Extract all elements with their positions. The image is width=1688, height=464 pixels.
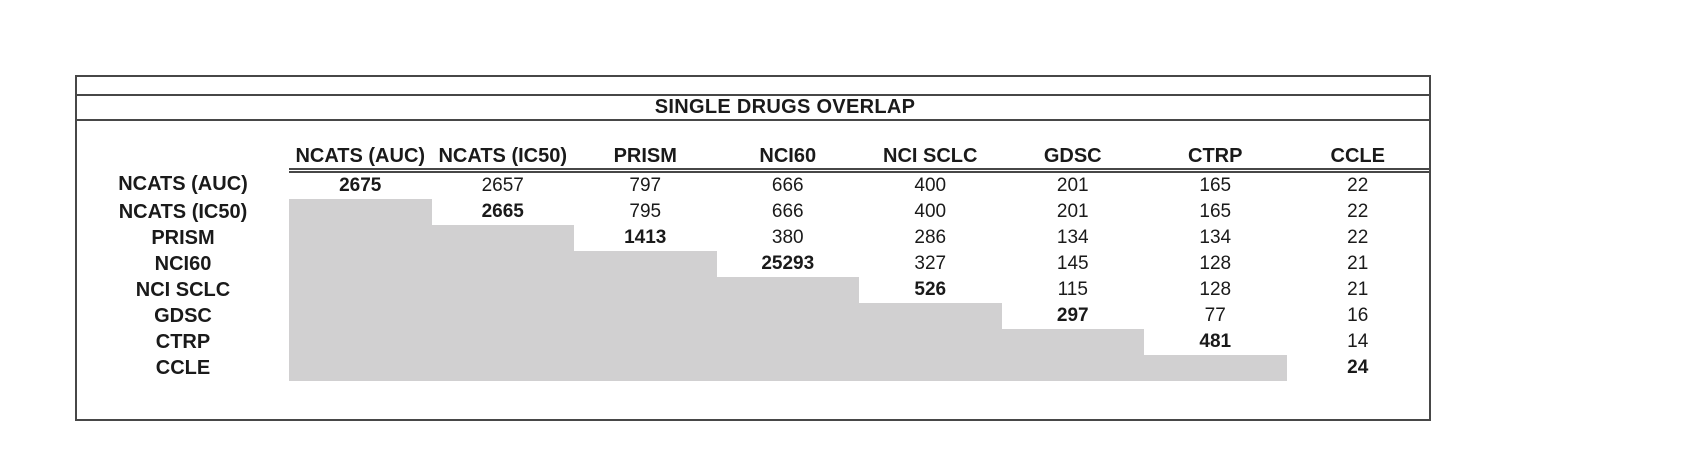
row-label: NCI60 bbox=[154, 252, 212, 275]
overlap-matrix-table: NCATS (AUC) NCATS (IC50) PRISM NCI60 NCI SCL… bbox=[77, 121, 1429, 381]
shaded-cell bbox=[289, 277, 432, 303]
value-cell: 327 bbox=[914, 253, 947, 274]
value-cell: 201 bbox=[1056, 175, 1089, 196]
diagonal-cell: 1413 bbox=[624, 227, 667, 248]
value-cell: 21 bbox=[1347, 279, 1369, 300]
shaded-cell bbox=[716, 355, 859, 381]
diagonal-cell: 25293 bbox=[761, 253, 815, 274]
column-header: NCATS (IC50) bbox=[431, 121, 574, 173]
shaded-cell bbox=[289, 329, 432, 355]
shaded-cell bbox=[1144, 355, 1287, 381]
table-title: SINGLE DRUGS OVERLAP bbox=[654, 96, 916, 118]
value-cell: 666 bbox=[771, 201, 804, 222]
shaded-cell bbox=[289, 303, 432, 329]
value-cell: 14 bbox=[1347, 331, 1369, 352]
shaded-cell bbox=[431, 251, 574, 277]
shaded-cell bbox=[574, 355, 717, 381]
row-label: PRISM bbox=[151, 226, 215, 249]
overlap-table-frame: SINGLE DRUGS OVERLAP NCATS (AUC) NCATS (I… bbox=[75, 75, 1431, 421]
shaded-cell bbox=[574, 329, 717, 355]
value-cell: 77 bbox=[1204, 305, 1226, 326]
value-cell: 128 bbox=[1199, 279, 1232, 300]
value-cell: 21 bbox=[1347, 253, 1369, 274]
column-header: NCATS (AUC) bbox=[289, 121, 432, 173]
shaded-cell bbox=[289, 225, 432, 251]
shaded-cell bbox=[289, 199, 432, 225]
shaded-cell bbox=[431, 303, 574, 329]
value-cell: 134 bbox=[1199, 227, 1232, 248]
table-row: NCATS (AUC) 2675 2657 797 666 400 201 165 22 bbox=[77, 171, 1429, 200]
corner-cell bbox=[77, 121, 289, 171]
shaded-cell bbox=[716, 277, 859, 303]
row-label: CTRP bbox=[155, 330, 211, 353]
value-cell: 115 bbox=[1057, 279, 1088, 300]
diagonal-cell: 526 bbox=[914, 279, 947, 300]
header-row: NCATS (AUC) NCATS (IC50) PRISM NCI60 NCI SCL… bbox=[77, 121, 1429, 173]
column-header: NCI SCLC bbox=[859, 121, 1002, 173]
shaded-cell bbox=[859, 355, 1002, 381]
value-cell: 400 bbox=[914, 175, 947, 196]
shaded-cell bbox=[431, 355, 574, 381]
column-header: PRISM bbox=[574, 121, 717, 173]
value-cell: 22 bbox=[1347, 175, 1369, 196]
value-cell: 2657 bbox=[481, 175, 524, 196]
value-cell: 666 bbox=[771, 175, 804, 196]
shaded-cell bbox=[431, 277, 574, 303]
shaded-cell bbox=[574, 303, 717, 329]
row-label: GDSC bbox=[154, 304, 212, 327]
diagonal-cell: 481 bbox=[1199, 331, 1232, 352]
value-cell: 128 bbox=[1199, 253, 1232, 274]
column-header: CTRP bbox=[1144, 121, 1287, 173]
diagonal-cell: 24 bbox=[1347, 357, 1369, 378]
table-row: CCLE 24 bbox=[77, 355, 1429, 381]
row-label: NCATS (IC50) bbox=[118, 200, 248, 223]
value-cell: 795 bbox=[629, 201, 662, 222]
value-cell: 165 bbox=[1199, 201, 1232, 222]
value-cell: 286 bbox=[914, 227, 947, 248]
value-cell: 201 bbox=[1056, 201, 1089, 222]
value-cell: 134 bbox=[1056, 227, 1089, 248]
value-cell: 797 bbox=[629, 175, 662, 196]
table-row: PRISM 1413 380 286 134 134 22 bbox=[77, 225, 1429, 251]
diagonal-cell: 297 bbox=[1056, 305, 1089, 326]
shaded-cell bbox=[574, 277, 717, 303]
column-header: CCLE bbox=[1286, 121, 1429, 173]
table-row: NCI60 25293 327 145 128 21 bbox=[77, 251, 1429, 277]
table-row: NCI SCLC 526 115 128 21 bbox=[77, 277, 1429, 303]
table-row: NCATS (IC50) 2665 795 666 400 201 165 22 bbox=[77, 199, 1429, 225]
value-cell: 22 bbox=[1347, 201, 1369, 222]
table-title-row: SINGLE DRUGS OVERLAP bbox=[77, 96, 1429, 121]
shaded-cell bbox=[716, 329, 859, 355]
value-cell: 16 bbox=[1347, 305, 1369, 326]
table-row: CTRP 481 14 bbox=[77, 329, 1429, 355]
shaded-cell bbox=[289, 251, 432, 277]
shaded-cell bbox=[859, 329, 1002, 355]
shaded-cell bbox=[1001, 355, 1144, 381]
value-cell: 22 bbox=[1347, 227, 1369, 248]
value-cell: 400 bbox=[914, 201, 947, 222]
shaded-cell bbox=[574, 251, 717, 277]
shaded-cell bbox=[289, 355, 432, 381]
value-cell: 145 bbox=[1056, 253, 1089, 274]
shaded-cell bbox=[431, 225, 574, 251]
shaded-cell bbox=[859, 303, 1002, 329]
diagonal-cell: 2665 bbox=[481, 201, 524, 222]
shaded-cell bbox=[431, 329, 574, 355]
row-label: NCATS (AUC) bbox=[118, 173, 248, 196]
top-empty-row bbox=[77, 77, 1429, 96]
table-row: GDSC 297 77 16 bbox=[77, 303, 1429, 329]
row-label: CCLE bbox=[155, 356, 211, 379]
shaded-cell bbox=[1001, 329, 1144, 355]
column-header: NCI60 bbox=[716, 121, 859, 173]
value-cell: 380 bbox=[771, 227, 804, 248]
row-label: NCI SCLC bbox=[135, 278, 231, 301]
column-header: GDSC bbox=[1001, 121, 1144, 173]
value-cell: 165 bbox=[1199, 175, 1232, 196]
shaded-cell bbox=[716, 303, 859, 329]
diagonal-cell: 2675 bbox=[339, 175, 382, 196]
